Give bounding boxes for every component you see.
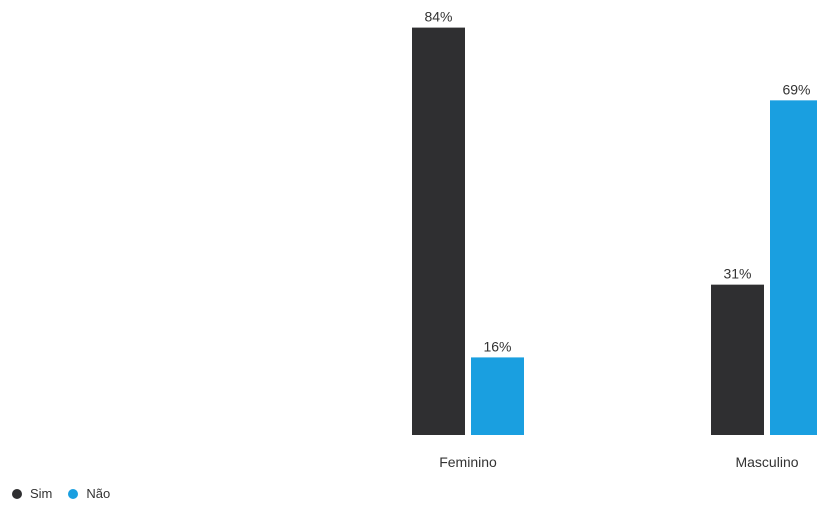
category-label-feminino: Feminino <box>439 454 497 470</box>
bar-masculino-sim[interactable] <box>711 284 764 435</box>
bar-masculino-nao[interactable] <box>770 100 817 435</box>
legend-swatch-nao <box>68 488 79 499</box>
bar-chart: 84% 16% Feminino 31% 69% Masculino <box>412 9 817 470</box>
data-label-feminino-sim: 84% <box>424 9 452 25</box>
data-label-masculino-sim: 31% <box>723 266 751 282</box>
bar-feminino-sim[interactable] <box>412 27 465 435</box>
legend-item-sim[interactable]: Sim <box>12 486 52 501</box>
data-label-masculino-nao: 69% <box>782 81 810 97</box>
chart-legend: Sim Não <box>12 486 126 501</box>
category-label-masculino: Masculino <box>735 454 798 470</box>
legend-item-nao[interactable]: Não <box>68 486 110 501</box>
legend-swatch-sim <box>12 488 22 499</box>
legend-label-sim: Sim <box>30 486 53 501</box>
bar-feminino-nao[interactable] <box>471 357 524 435</box>
data-label-feminino-nao: 16% <box>483 338 511 354</box>
legend-label-nao: Não <box>86 486 111 501</box>
